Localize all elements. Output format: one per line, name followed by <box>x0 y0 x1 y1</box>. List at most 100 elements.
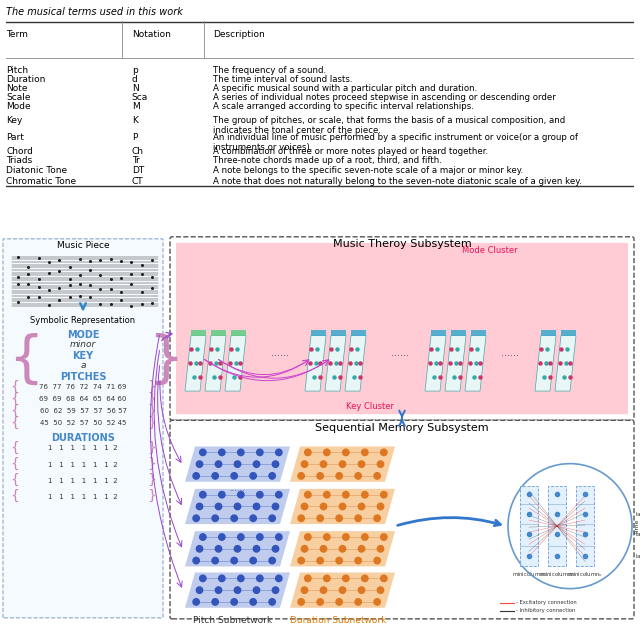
Circle shape <box>234 504 241 510</box>
Text: minicolumn$_n$: minicolumn$_n$ <box>568 570 602 579</box>
Circle shape <box>237 449 244 455</box>
Polygon shape <box>185 573 290 608</box>
Circle shape <box>305 449 311 455</box>
Text: Pitch: Pitch <box>6 66 29 75</box>
Text: DURATIONS: DURATIONS <box>51 433 115 443</box>
Text: Music Theroy Subsystem: Music Theroy Subsystem <box>333 239 472 249</box>
Circle shape <box>320 461 326 467</box>
Circle shape <box>269 558 275 564</box>
Text: Key Cluster: Key Cluster <box>346 402 394 411</box>
Text: {: { <box>10 441 19 455</box>
Text: ......: ...... <box>229 485 245 493</box>
Circle shape <box>200 491 206 498</box>
Text: A note that does not naturally belong to the seven-note diatonic scale of a give: A note that does not naturally belong to… <box>213 177 582 185</box>
Circle shape <box>257 449 263 455</box>
Circle shape <box>212 599 218 605</box>
Text: A series of individual notes proceed stepwise in ascending or descending order: A series of individual notes proceed ste… <box>213 93 556 102</box>
Circle shape <box>358 587 365 593</box>
Text: 1   1   1   1   1   1  2: 1 1 1 1 1 1 2 <box>48 494 118 500</box>
Circle shape <box>362 449 368 455</box>
Circle shape <box>272 545 278 552</box>
Text: Mode: Mode <box>6 102 31 111</box>
Circle shape <box>362 534 368 540</box>
Text: P: P <box>132 133 137 142</box>
Polygon shape <box>535 336 556 391</box>
Text: Term: Term <box>6 30 28 39</box>
Text: ......: ...... <box>501 348 519 358</box>
Polygon shape <box>465 336 486 391</box>
Text: 69  69  68  64  65  64 60: 69 69 68 64 65 64 60 <box>39 396 127 402</box>
Text: Duration Subnetwork: Duration Subnetwork <box>290 616 386 625</box>
Circle shape <box>276 534 282 540</box>
Text: }: } <box>147 380 156 394</box>
Text: 45  50  52  57  50  52 45: 45 50 52 57 50 52 45 <box>40 420 126 426</box>
Circle shape <box>339 504 346 510</box>
Circle shape <box>324 491 330 498</box>
Circle shape <box>193 558 200 564</box>
Text: The frequency of a sound.: The frequency of a sound. <box>213 66 326 75</box>
Circle shape <box>374 472 380 479</box>
Circle shape <box>317 515 323 521</box>
Text: {: { <box>10 417 19 431</box>
Text: {: { <box>10 392 19 406</box>
Circle shape <box>215 461 221 467</box>
Circle shape <box>231 515 237 521</box>
FancyBboxPatch shape <box>170 420 634 619</box>
Circle shape <box>320 545 326 552</box>
Circle shape <box>378 504 384 510</box>
Circle shape <box>234 461 241 467</box>
FancyBboxPatch shape <box>170 237 634 420</box>
Text: - Inhibitory connection: - Inhibitory connection <box>516 608 575 613</box>
Circle shape <box>272 504 278 510</box>
Circle shape <box>381 534 387 540</box>
Polygon shape <box>425 336 446 391</box>
Circle shape <box>237 575 244 582</box>
Text: A note belongs to the specific seven-note scale of a major or minor key.: A note belongs to the specific seven-not… <box>213 166 524 175</box>
Circle shape <box>269 599 275 605</box>
Text: 76  77  76  72  74  71 69: 76 77 76 72 74 71 69 <box>39 384 127 390</box>
Circle shape <box>212 558 218 564</box>
Text: M: M <box>132 102 140 111</box>
Text: Duration: Duration <box>6 75 46 84</box>
Text: Note: Note <box>6 84 28 93</box>
Circle shape <box>250 599 257 605</box>
Circle shape <box>253 461 260 467</box>
Polygon shape <box>305 336 326 391</box>
Text: 1   1   1   1   1   1  2: 1 1 1 1 1 1 2 <box>48 478 118 484</box>
Text: 1   1   1   1   1   1  2: 1 1 1 1 1 1 2 <box>48 446 118 451</box>
Circle shape <box>317 558 323 564</box>
Circle shape <box>381 491 387 498</box>
Polygon shape <box>185 336 206 391</box>
Circle shape <box>234 545 241 552</box>
Circle shape <box>355 558 362 564</box>
Circle shape <box>234 587 241 593</box>
Text: A specific musical sound with a particular pitch and duration.: A specific musical sound with a particul… <box>213 84 477 93</box>
Text: }: } <box>147 392 156 406</box>
Circle shape <box>298 472 305 479</box>
Circle shape <box>237 491 244 498</box>
Text: Chord: Chord <box>6 147 33 156</box>
Circle shape <box>342 534 349 540</box>
Text: layer$_n$: layer$_n$ <box>635 509 640 519</box>
Circle shape <box>193 515 200 521</box>
Text: Pitch Subnetwork: Pitch Subnetwork <box>193 616 273 625</box>
Circle shape <box>324 449 330 455</box>
Text: minor: minor <box>70 340 96 349</box>
Text: K: K <box>132 116 138 124</box>
Text: PITCHES: PITCHES <box>60 372 106 382</box>
Text: 1   1   1   1   1   1  2: 1 1 1 1 1 1 2 <box>48 462 118 467</box>
Circle shape <box>269 515 275 521</box>
Circle shape <box>219 491 225 498</box>
Text: Sequential Memory Subsystem: Sequential Memory Subsystem <box>315 424 489 433</box>
Polygon shape <box>211 330 226 336</box>
Circle shape <box>215 545 221 552</box>
Text: A scale arranged according to specific interval relationships.: A scale arranged according to specific i… <box>213 102 474 111</box>
Text: }: } <box>147 473 156 487</box>
Text: Music Piece: Music Piece <box>57 241 109 250</box>
Text: Mode Cluster: Mode Cluster <box>462 246 518 255</box>
Circle shape <box>196 587 203 593</box>
Text: - Excitatory connection: - Excitatory connection <box>516 600 577 605</box>
Text: Scale: Scale <box>6 93 31 102</box>
Circle shape <box>342 449 349 455</box>
Circle shape <box>231 558 237 564</box>
